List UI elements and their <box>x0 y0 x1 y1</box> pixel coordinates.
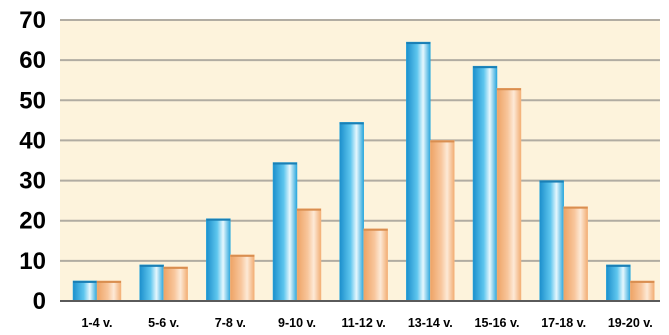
bar-series-1 <box>606 264 631 302</box>
bar-cap-series-1 <box>406 42 431 45</box>
bar-cap-series-2 <box>297 208 321 211</box>
bar-series-2 <box>363 228 388 302</box>
bar-series-1 <box>406 41 431 302</box>
y-tick-label: 70 <box>19 7 46 34</box>
bar-series-2 <box>163 266 188 302</box>
bar-cap-series-1 <box>273 162 297 165</box>
bar-cap-series-1 <box>473 66 497 69</box>
bar-cap-series-2 <box>163 266 188 269</box>
bar-series-2 <box>563 206 588 302</box>
y-tick-label: 60 <box>19 47 46 74</box>
bar-cap-series-2 <box>230 254 255 257</box>
y-tick-label: 40 <box>19 127 46 154</box>
bar-series-2 <box>96 280 122 302</box>
x-tick-label: 11-12 v. <box>342 316 386 330</box>
bar-series-2 <box>496 87 522 302</box>
x-tick-label: 5-6 v. <box>148 316 179 330</box>
y-tick-label: 50 <box>19 87 46 114</box>
bar-cap-series-1 <box>339 122 364 125</box>
y-tick-label: 10 <box>19 248 46 275</box>
y-tick-label: 0 <box>33 288 46 315</box>
x-tick-label: 19-20 v. <box>608 316 653 330</box>
x-tick-label: 17-18 v. <box>541 316 586 330</box>
bar-series-1 <box>72 280 98 302</box>
y-tick-label: 20 <box>19 208 46 235</box>
bar-cap-series-1 <box>606 264 631 267</box>
bar-cap-series-1 <box>206 218 231 221</box>
bar-series-1 <box>206 218 231 302</box>
bar-cap-series-2 <box>97 280 121 283</box>
x-tick-label: 9-10 v. <box>278 316 316 330</box>
x-tick-label: 13-14 v. <box>408 316 453 330</box>
bar-cap-series-2 <box>363 228 388 231</box>
bar-cap-series-1 <box>139 264 164 267</box>
bar-series-2 <box>296 208 322 302</box>
bar-series-1 <box>339 122 364 302</box>
x-tick-label: 1-4 v. <box>81 316 112 330</box>
bar-cap-series-1 <box>73 280 97 283</box>
bar-series-1 <box>272 162 298 302</box>
y-axis-ticks: 0 10 20 30 40 50 60 70 <box>19 7 46 315</box>
bars <box>72 41 655 302</box>
bar-series-2 <box>230 254 255 302</box>
bar-cap-series-2 <box>563 206 588 209</box>
bar-series-1 <box>539 180 564 302</box>
y-tick-label: 30 <box>19 168 46 195</box>
bar-series-1 <box>472 65 498 302</box>
bar-cap-series-2 <box>430 140 455 143</box>
bar-cap-series-1 <box>539 180 564 183</box>
x-tick-label: 15-16 v. <box>475 316 520 330</box>
bar-series-1 <box>139 264 164 302</box>
x-tick-label: 7-8 v. <box>215 316 246 330</box>
bar-cap-series-2 <box>497 88 521 91</box>
bar-series-2 <box>630 280 655 302</box>
bar-cap-series-2 <box>630 280 655 283</box>
x-axis-ticks: 1-4 v. 5-6 v. 7-8 v. 9-10 v. 11-12 v. 13-14 v… <box>81 316 652 330</box>
bar-series-2 <box>430 140 455 302</box>
